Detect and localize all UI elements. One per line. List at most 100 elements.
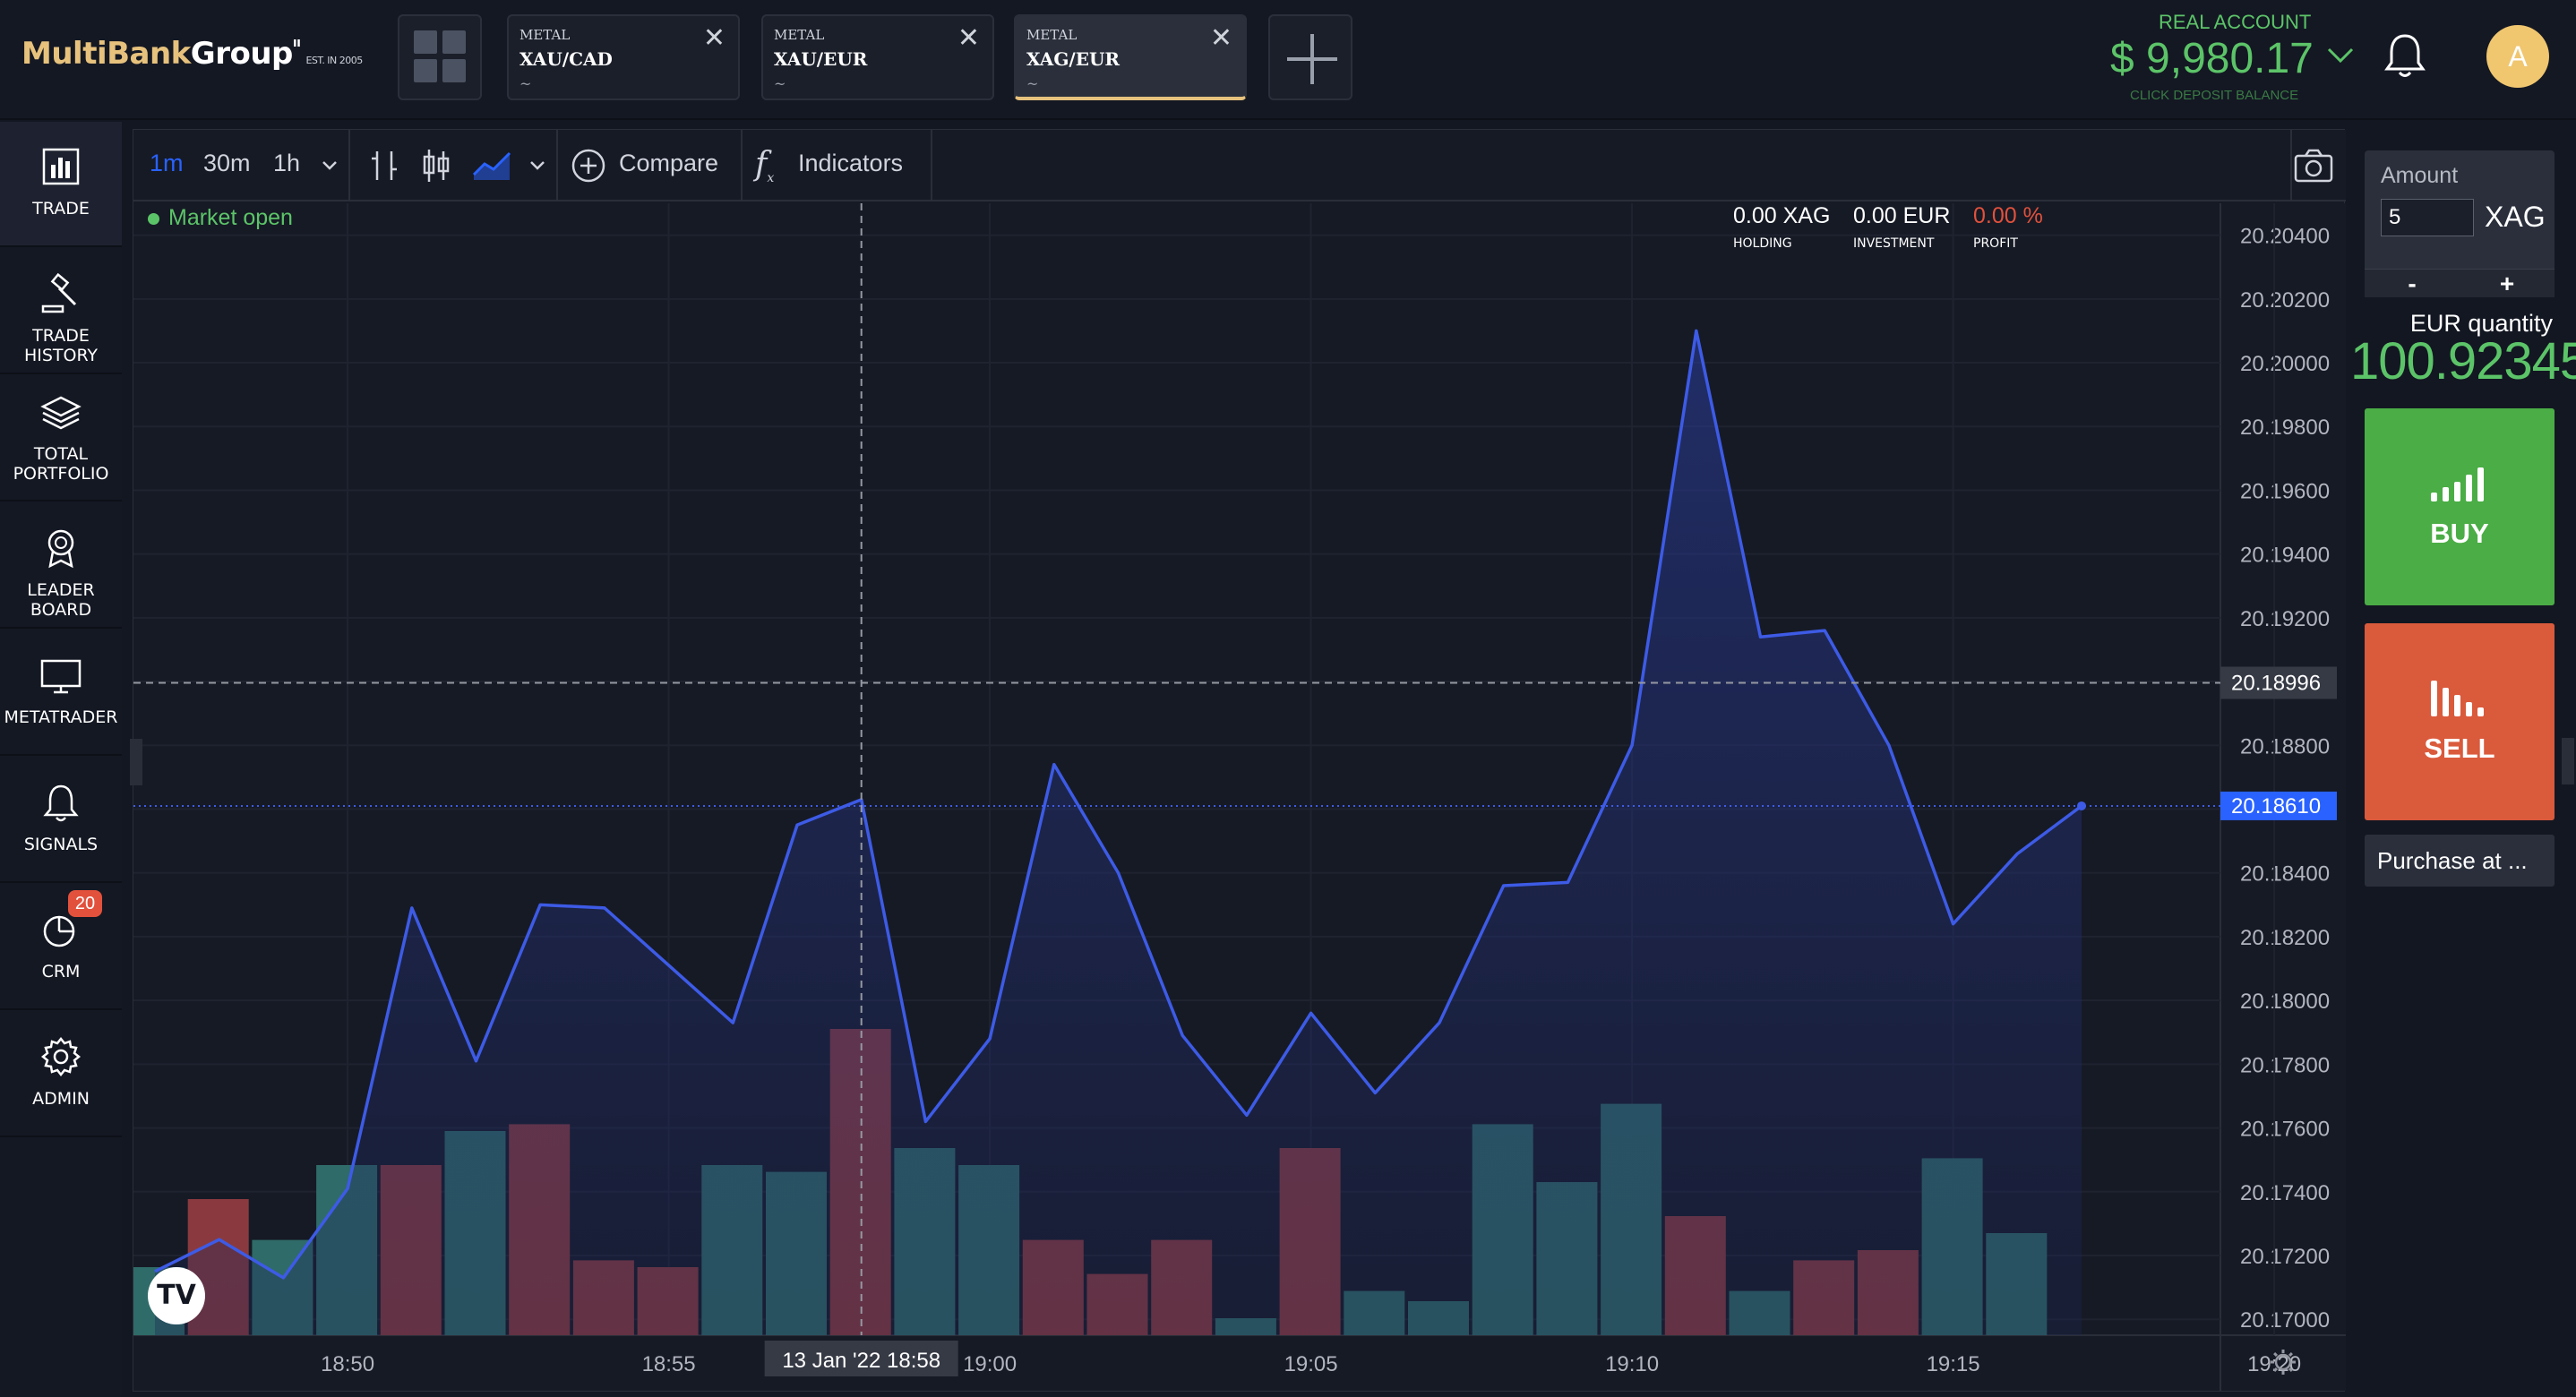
x-tick-label: 18:55: [642, 1352, 696, 1376]
sidebar-item-admin[interactable]: ADMIN: [0, 1012, 122, 1137]
bar-type-icon[interactable]: [368, 148, 400, 184]
x-tick-label: 19:05: [1284, 1352, 1338, 1376]
purchase-at-button[interactable]: Purchase at ...: [2365, 835, 2555, 887]
chart-panel: 1m 30m 1h Compare: [130, 129, 2346, 1392]
buy-label: BUY: [2430, 518, 2489, 549]
left-collapse-handle[interactable]: [130, 739, 142, 785]
sidebar-item-metatrader[interactable]: METATRADER: [0, 630, 122, 756]
logo-est-text: EST. IN 2005: [305, 55, 363, 66]
area-chart-icon[interactable]: [472, 150, 511, 182]
tab-category: METAL: [774, 27, 825, 43]
amount-label: Amount: [2381, 163, 2459, 188]
toolbar-divider: [556, 130, 558, 201]
grid-cell-icon: [442, 30, 466, 54]
function-icon: fx: [755, 146, 775, 186]
amount-unit: XAG: [2485, 201, 2546, 233]
last-price-tag: [2220, 791, 2337, 820]
y-tick-label: 20.20000: [2240, 352, 2330, 376]
buy-button[interactable]: BUY: [2365, 408, 2555, 605]
indicators-button[interactable]: fx Indicators: [755, 146, 934, 185]
eur-quantity-value: 100.92345: [2350, 332, 2576, 390]
interval-1m-button[interactable]: 1m: [150, 150, 184, 176]
top-bar: MultiBankGroupıı EST. IN 2005 METAL XAU/C…: [0, 0, 2576, 120]
sidebar-item-label: ADMIN: [32, 1089, 90, 1109]
close-icon[interactable]: ✕: [702, 22, 726, 54]
avatar[interactable]: A: [2486, 25, 2549, 88]
notification-bell-icon[interactable]: [2383, 30, 2427, 81]
instrument-tab-xau-cad[interactable]: METAL XAU/CAD ~ ✕: [507, 14, 740, 100]
chart-settings-gear-icon[interactable]: [2274, 1353, 2292, 1371]
sidebar-item-label: TRADE: [32, 199, 90, 219]
crosshair-time-tag: [764, 1341, 958, 1376]
gear-tooth: [2288, 1367, 2293, 1372]
eur-quantity-label: EUR quantity: [2409, 310, 2553, 337]
right-collapse-handle[interactable]: [2562, 738, 2574, 784]
x-tick-label: 19:15: [1927, 1352, 1980, 1376]
toolbar-divider: [931, 130, 932, 201]
layers-icon: [40, 396, 82, 430]
holding-label: HOLDING: [1733, 236, 1792, 251]
candlestick-icon[interactable]: [420, 148, 452, 184]
sidebar-item-total-portfolio[interactable]: TOTAL PORTFOLIO: [0, 376, 122, 501]
sidebar-item-leader-board[interactable]: LEADER BOARD: [0, 503, 122, 629]
investment-stat: 0.00 EUR INVESTMENT: [1853, 203, 1950, 251]
compare-label: Compare: [619, 150, 719, 176]
price-area: [155, 330, 2082, 1335]
monitor-icon: [40, 659, 82, 694]
sidebar-item-trade-history[interactable]: TRADE HISTORY: [0, 249, 122, 374]
signal-mark-icon: ıı: [292, 36, 301, 50]
holding-value: 0.00 XAG: [1733, 203, 1831, 228]
profit-value: 0.00 %: [1973, 203, 2043, 228]
status-dot-icon: [148, 212, 159, 225]
close-icon[interactable]: ✕: [957, 22, 980, 54]
interval-1h-button[interactable]: 1h: [273, 150, 301, 176]
sidebar-item-trade[interactable]: TRADE: [0, 122, 122, 247]
sell-button[interactable]: SELL: [2365, 623, 2555, 820]
price-line[interactable]: [154, 329, 2083, 1280]
layout-grid-button[interactable]: [398, 14, 482, 100]
gear-tooth: [2273, 1367, 2278, 1372]
interval-30m-button[interactable]: 30m: [203, 150, 251, 176]
tab-sub: ~: [519, 75, 532, 92]
grid-cell-icon: [442, 59, 466, 82]
sell-label: SELL: [2424, 733, 2495, 764]
x-tick-label: 19:10: [1605, 1352, 1659, 1376]
y-tick-label: 20.18200: [2240, 926, 2330, 950]
bell-icon: [43, 784, 79, 822]
tradingview-logo[interactable]: TV: [148, 1267, 205, 1324]
instrument-tab-xag-eur[interactable]: METAL XAG/EUR ~ ✕: [1014, 14, 1247, 100]
sidebar-item-label: TOTAL PORTFOLIO: [13, 444, 109, 484]
profit-label: PROFIT: [1973, 236, 2018, 251]
amount-input[interactable]: [2381, 199, 2474, 236]
logo[interactable]: MultiBankGroupıı EST. IN 2005: [21, 36, 363, 72]
chevron-down-icon[interactable]: [2325, 39, 2356, 70]
price-chart[interactable]: 20.20400 20.20200 20.20000 20.19800 20.19600…: [133, 203, 2346, 1391]
chevron-down-icon[interactable]: [529, 160, 545, 171]
market-status: Market open: [148, 205, 293, 231]
instrument-tab-xau-eur[interactable]: METAL XAU/EUR ~ ✕: [761, 14, 994, 100]
y-tick-label: 20.18400: [2240, 862, 2330, 887]
grid-cell-icon: [414, 59, 437, 82]
y-tick-label: 20.17000: [2240, 1308, 2330, 1333]
x-tick-label: 19:00: [963, 1352, 1017, 1376]
sidebar-item-signals[interactable]: SIGNALS: [0, 758, 122, 883]
compare-button[interactable]: Compare: [571, 146, 741, 185]
camera-icon[interactable]: [2292, 146, 2335, 185]
amount-box: Amount XAG - +: [2365, 150, 2555, 297]
decrease-amount-button[interactable]: -: [2408, 270, 2417, 297]
chevron-down-icon[interactable]: [322, 160, 338, 171]
close-icon[interactable]: ✕: [1209, 22, 1232, 54]
deposit-balance-link[interactable]: CLICK DEPOSIT BALANCE: [2130, 88, 2299, 103]
plus-icon: [1287, 34, 1337, 84]
gear-icon: [40, 1036, 82, 1077]
indicators-label: Indicators: [798, 150, 904, 176]
account-balance[interactable]: $ 9,980.17: [2110, 35, 2314, 82]
grid-cell-icon: [414, 30, 437, 54]
last-price-point: [2077, 801, 2086, 810]
y-tick-label: 20.19800: [2240, 416, 2330, 440]
add-tab-button[interactable]: [1268, 14, 1352, 100]
tab-pair: XAU/EUR: [774, 48, 868, 70]
increase-amount-button[interactable]: +: [2499, 270, 2515, 297]
tab-pair: XAU/CAD: [519, 48, 613, 70]
sidebar-item-crm[interactable]: 20 CRM: [0, 885, 122, 1010]
